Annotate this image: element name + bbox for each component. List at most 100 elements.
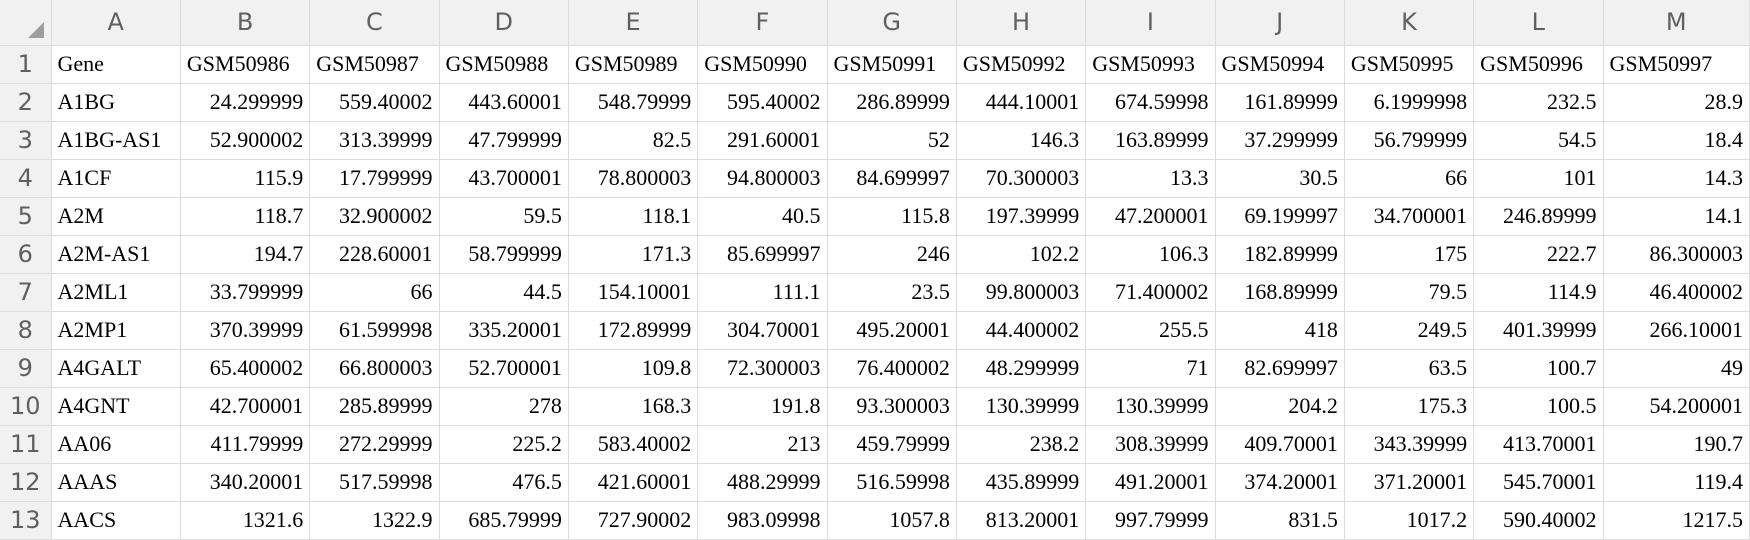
value-cell[interactable]: 1217.5 bbox=[1603, 501, 1750, 540]
gene-cell[interactable]: A4GALT bbox=[51, 349, 181, 388]
column-header-e[interactable]: E bbox=[568, 0, 699, 46]
value-cell[interactable]: 1057.8 bbox=[827, 501, 957, 540]
value-cell[interactable]: 191.8 bbox=[697, 387, 828, 426]
value-cell[interactable]: 168.3 bbox=[568, 387, 699, 426]
row-header[interactable]: 6 bbox=[0, 235, 52, 274]
header-cell[interactable]: GSM50988 bbox=[439, 45, 569, 84]
value-cell[interactable]: 559.40002 bbox=[309, 83, 440, 122]
value-cell[interactable]: 222.7 bbox=[1473, 235, 1604, 274]
column-header-m[interactable]: M bbox=[1603, 0, 1750, 46]
value-cell[interactable]: 48.299999 bbox=[956, 349, 1087, 388]
value-cell[interactable]: 119.4 bbox=[1603, 463, 1750, 502]
value-cell[interactable]: 238.2 bbox=[956, 425, 1087, 464]
header-cell[interactable]: GSM50997 bbox=[1603, 45, 1750, 84]
value-cell[interactable]: 102.2 bbox=[956, 235, 1087, 274]
value-cell[interactable]: 66 bbox=[1344, 159, 1475, 198]
value-cell[interactable]: 228.60001 bbox=[309, 235, 440, 274]
value-cell[interactable]: 421.60001 bbox=[568, 463, 699, 502]
value-cell[interactable]: 435.89999 bbox=[956, 463, 1087, 502]
value-cell[interactable]: 1017.2 bbox=[1344, 501, 1475, 540]
value-cell[interactable]: 94.800003 bbox=[697, 159, 828, 198]
value-cell[interactable]: 488.29999 bbox=[697, 463, 828, 502]
gene-cell[interactable]: A2ML1 bbox=[51, 273, 181, 312]
header-cell[interactable]: GSM50993 bbox=[1085, 45, 1216, 84]
value-cell[interactable]: 161.89999 bbox=[1215, 83, 1345, 122]
value-cell[interactable]: 983.09998 bbox=[697, 501, 828, 540]
value-cell[interactable]: 52 bbox=[827, 121, 957, 160]
value-cell[interactable]: 175.3 bbox=[1344, 387, 1475, 426]
value-cell[interactable]: 106.3 bbox=[1085, 235, 1216, 274]
row-header[interactable]: 9 bbox=[0, 349, 52, 388]
value-cell[interactable]: 831.5 bbox=[1215, 501, 1345, 540]
gene-cell[interactable]: A1CF bbox=[51, 159, 181, 198]
value-cell[interactable]: 118.1 bbox=[568, 197, 699, 236]
value-cell[interactable]: 517.59998 bbox=[309, 463, 440, 502]
gene-cell[interactable]: A2M bbox=[51, 197, 181, 236]
value-cell[interactable]: 70.300003 bbox=[956, 159, 1087, 198]
value-cell[interactable]: 47.799999 bbox=[439, 121, 569, 160]
value-cell[interactable]: 168.89999 bbox=[1215, 273, 1345, 312]
value-cell[interactable]: 401.39999 bbox=[1473, 311, 1604, 350]
value-cell[interactable]: 46.400002 bbox=[1603, 273, 1750, 312]
value-cell[interactable]: 595.40002 bbox=[697, 83, 828, 122]
value-cell[interactable]: 175 bbox=[1344, 235, 1475, 274]
row-header[interactable]: 4 bbox=[0, 159, 52, 198]
value-cell[interactable]: 548.79999 bbox=[568, 83, 699, 122]
value-cell[interactable]: 813.20001 bbox=[956, 501, 1087, 540]
value-cell[interactable]: 47.200001 bbox=[1085, 197, 1216, 236]
value-cell[interactable]: 190.7 bbox=[1603, 425, 1750, 464]
value-cell[interactable]: 44.400002 bbox=[956, 311, 1087, 350]
row-header[interactable]: 5 bbox=[0, 197, 52, 236]
value-cell[interactable]: 72.300003 bbox=[697, 349, 828, 388]
value-cell[interactable]: 272.29999 bbox=[309, 425, 440, 464]
value-cell[interactable]: 154.10001 bbox=[568, 273, 699, 312]
header-cell[interactable]: GSM50989 bbox=[568, 45, 699, 84]
value-cell[interactable]: 28.9 bbox=[1603, 83, 1750, 122]
value-cell[interactable]: 66 bbox=[309, 273, 440, 312]
gene-cell[interactable]: AA06 bbox=[51, 425, 181, 464]
value-cell[interactable]: 24.299999 bbox=[180, 83, 311, 122]
row-header[interactable]: 2 bbox=[0, 83, 52, 122]
value-cell[interactable]: 516.59998 bbox=[827, 463, 957, 502]
row-header[interactable]: 3 bbox=[0, 121, 52, 160]
value-cell[interactable]: 59.5 bbox=[439, 197, 569, 236]
value-cell[interactable]: 115.9 bbox=[180, 159, 311, 198]
value-cell[interactable]: 69.199997 bbox=[1215, 197, 1345, 236]
value-cell[interactable]: 34.700001 bbox=[1344, 197, 1475, 236]
value-cell[interactable]: 86.300003 bbox=[1603, 235, 1750, 274]
value-cell[interactable]: 583.40002 bbox=[568, 425, 699, 464]
column-header-j[interactable]: J bbox=[1215, 0, 1345, 46]
value-cell[interactable]: 56.799999 bbox=[1344, 121, 1475, 160]
value-cell[interactable]: 79.5 bbox=[1344, 273, 1475, 312]
gene-cell[interactable]: A1BG-AS1 bbox=[51, 121, 181, 160]
header-cell[interactable]: GSM50990 bbox=[697, 45, 828, 84]
row-header[interactable]: 8 bbox=[0, 311, 52, 350]
value-cell[interactable]: 111.1 bbox=[697, 273, 828, 312]
value-cell[interactable]: 313.39999 bbox=[309, 121, 440, 160]
value-cell[interactable]: 61.599998 bbox=[309, 311, 440, 350]
value-cell[interactable]: 66.800003 bbox=[309, 349, 440, 388]
value-cell[interactable]: 172.89999 bbox=[568, 311, 699, 350]
value-cell[interactable]: 266.10001 bbox=[1603, 311, 1750, 350]
header-cell[interactable]: GSM50987 bbox=[309, 45, 440, 84]
value-cell[interactable]: 99.800003 bbox=[956, 273, 1087, 312]
value-cell[interactable]: 291.60001 bbox=[697, 121, 828, 160]
value-cell[interactable]: 182.89999 bbox=[1215, 235, 1345, 274]
value-cell[interactable]: 246 bbox=[827, 235, 957, 274]
value-cell[interactable]: 33.799999 bbox=[180, 273, 311, 312]
column-header-k[interactable]: K bbox=[1344, 0, 1475, 46]
value-cell[interactable]: 997.79999 bbox=[1085, 501, 1216, 540]
value-cell[interactable]: 286.89999 bbox=[827, 83, 957, 122]
value-cell[interactable]: 14.3 bbox=[1603, 159, 1750, 198]
header-cell[interactable]: GSM50986 bbox=[180, 45, 311, 84]
value-cell[interactable]: 495.20001 bbox=[827, 311, 957, 350]
header-cell[interactable]: GSM50992 bbox=[956, 45, 1087, 84]
gene-cell[interactable]: A2M-AS1 bbox=[51, 235, 181, 274]
value-cell[interactable]: 78.800003 bbox=[568, 159, 699, 198]
value-cell[interactable]: 285.89999 bbox=[309, 387, 440, 426]
column-header-g[interactable]: G bbox=[827, 0, 957, 46]
header-cell[interactable]: GSM50991 bbox=[827, 45, 957, 84]
header-cell[interactable]: GSM50994 bbox=[1215, 45, 1345, 84]
value-cell[interactable]: 85.699997 bbox=[697, 235, 828, 274]
value-cell[interactable]: 43.700001 bbox=[439, 159, 569, 198]
